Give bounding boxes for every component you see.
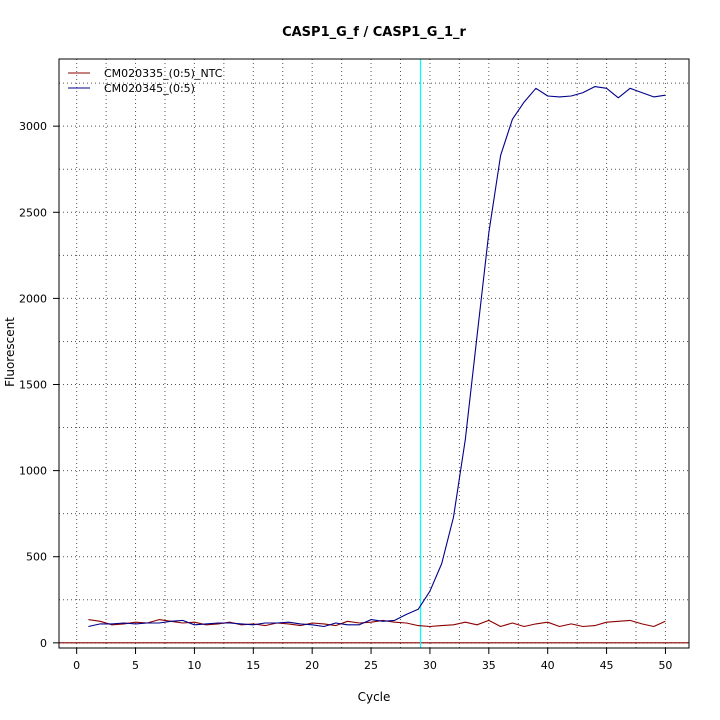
y-tick-label: 1000 xyxy=(19,465,47,478)
legend-label: CM020335_(0:5)_NTC xyxy=(104,67,223,80)
x-tick-label: 15 xyxy=(246,659,260,672)
chart-title: CASP1_G_f / CASP1_G_1_r xyxy=(282,25,466,40)
y-axis-label: Fluorescent xyxy=(3,317,17,387)
x-tick-label: 0 xyxy=(73,659,80,672)
y-tick-label: 0 xyxy=(40,637,47,650)
series-line-1 xyxy=(88,619,666,628)
x-tick-label: 50 xyxy=(658,659,672,672)
x-tick-label: 20 xyxy=(305,659,319,672)
x-tick-label: 45 xyxy=(600,659,614,672)
y-tick-label: 1500 xyxy=(19,379,47,392)
y-axis: 0 500 1000 1500 2000 2500 3000 xyxy=(19,120,59,650)
x-tick-label: 30 xyxy=(423,659,437,672)
x-tick-label: 40 xyxy=(541,659,555,672)
x-axis-label: Cycle xyxy=(358,690,391,704)
y-tick-label: 3000 xyxy=(19,120,47,133)
x-tick-label: 35 xyxy=(482,659,496,672)
x-tick-label: 5 xyxy=(132,659,139,672)
legend: CM020335_(0:5)_NTC CM020345_(0:5) xyxy=(68,67,223,95)
legend-label: CM020345_(0:5) xyxy=(104,82,195,95)
x-axis: 0 5 10 15 20 25 30 35 40 45 50 xyxy=(73,648,672,672)
series-line-2 xyxy=(88,86,666,628)
x-tick-label: 10 xyxy=(187,659,201,672)
y-tick-label: 2500 xyxy=(19,206,47,219)
series-group xyxy=(88,86,666,628)
plot-frame xyxy=(58,58,690,649)
threshold-line-group xyxy=(59,59,689,648)
y-tick-label: 2000 xyxy=(19,292,47,305)
x-tick-label: 25 xyxy=(364,659,378,672)
y-tick-label: 500 xyxy=(26,551,47,564)
grid xyxy=(59,59,689,648)
